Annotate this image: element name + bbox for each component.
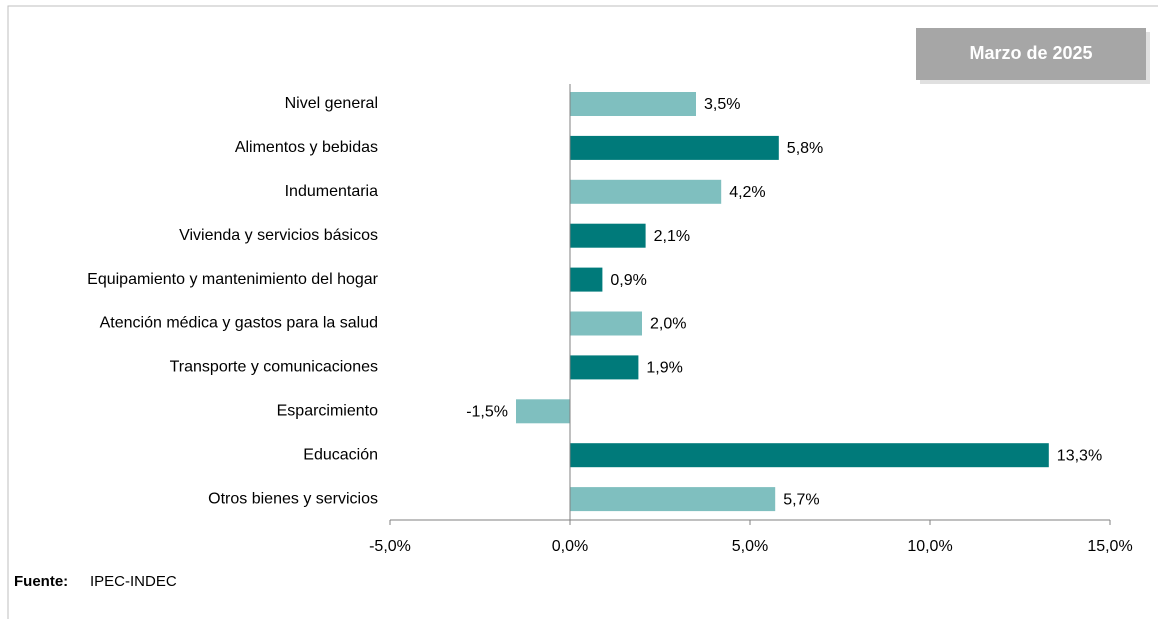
value-label: 2,1%	[654, 228, 690, 245]
bar	[570, 92, 696, 116]
bar	[570, 135, 779, 160]
bar	[570, 355, 639, 380]
x-tick-label: 10,0%	[907, 538, 952, 555]
value-label: -1,5%	[466, 404, 508, 421]
y-tick-label: Vivienda y servicios básicos	[179, 227, 378, 244]
value-label: 4,2%	[729, 184, 765, 201]
y-tick-label: Otros bienes y servicios	[208, 490, 378, 507]
value-label: 13,3%	[1057, 447, 1102, 464]
badge-shadow	[1146, 32, 1150, 84]
bar	[570, 267, 603, 292]
y-tick-label: Nivel general	[285, 95, 378, 112]
badge: Marzo de 2025	[969, 43, 1092, 63]
value-label: 5,8%	[787, 140, 823, 157]
y-tick-label: Esparcimiento	[277, 403, 378, 420]
bar	[570, 487, 776, 512]
value-label: 0,9%	[610, 272, 646, 289]
y-tick-label: Indumentaria	[285, 183, 378, 200]
bar	[570, 311, 642, 336]
frame	[7, 5, 1158, 619]
value-label: 3,5%	[704, 96, 740, 113]
x-tick-label: -5,0%	[369, 538, 411, 555]
bar	[570, 223, 646, 248]
bar	[570, 443, 1049, 468]
value-label: 5,7%	[783, 491, 819, 508]
y-tick-label: Educación	[303, 446, 378, 463]
bar	[516, 399, 570, 424]
y-tick-label: Transporte y comunicaciones	[170, 359, 378, 376]
bar	[570, 179, 722, 204]
y-tick-label: Equipamiento y mantenimiento del hogar	[87, 271, 379, 288]
source-label: Fuente:	[14, 573, 68, 590]
value-label: 2,0%	[650, 316, 686, 333]
value-label: 1,9%	[646, 360, 682, 377]
badge-shadow	[920, 80, 1150, 84]
y-tick-label: Alimentos y bebidas	[235, 139, 378, 156]
x-tick-label: 5,0%	[732, 538, 768, 555]
x-tick-label: 0,0%	[552, 538, 588, 555]
x-tick-label: 15,0%	[1087, 538, 1132, 555]
source: IPEC-INDEC	[90, 573, 177, 590]
y-tick-label: Atención médica y gastos para la salud	[100, 315, 378, 332]
badge-box	[916, 28, 1146, 80]
